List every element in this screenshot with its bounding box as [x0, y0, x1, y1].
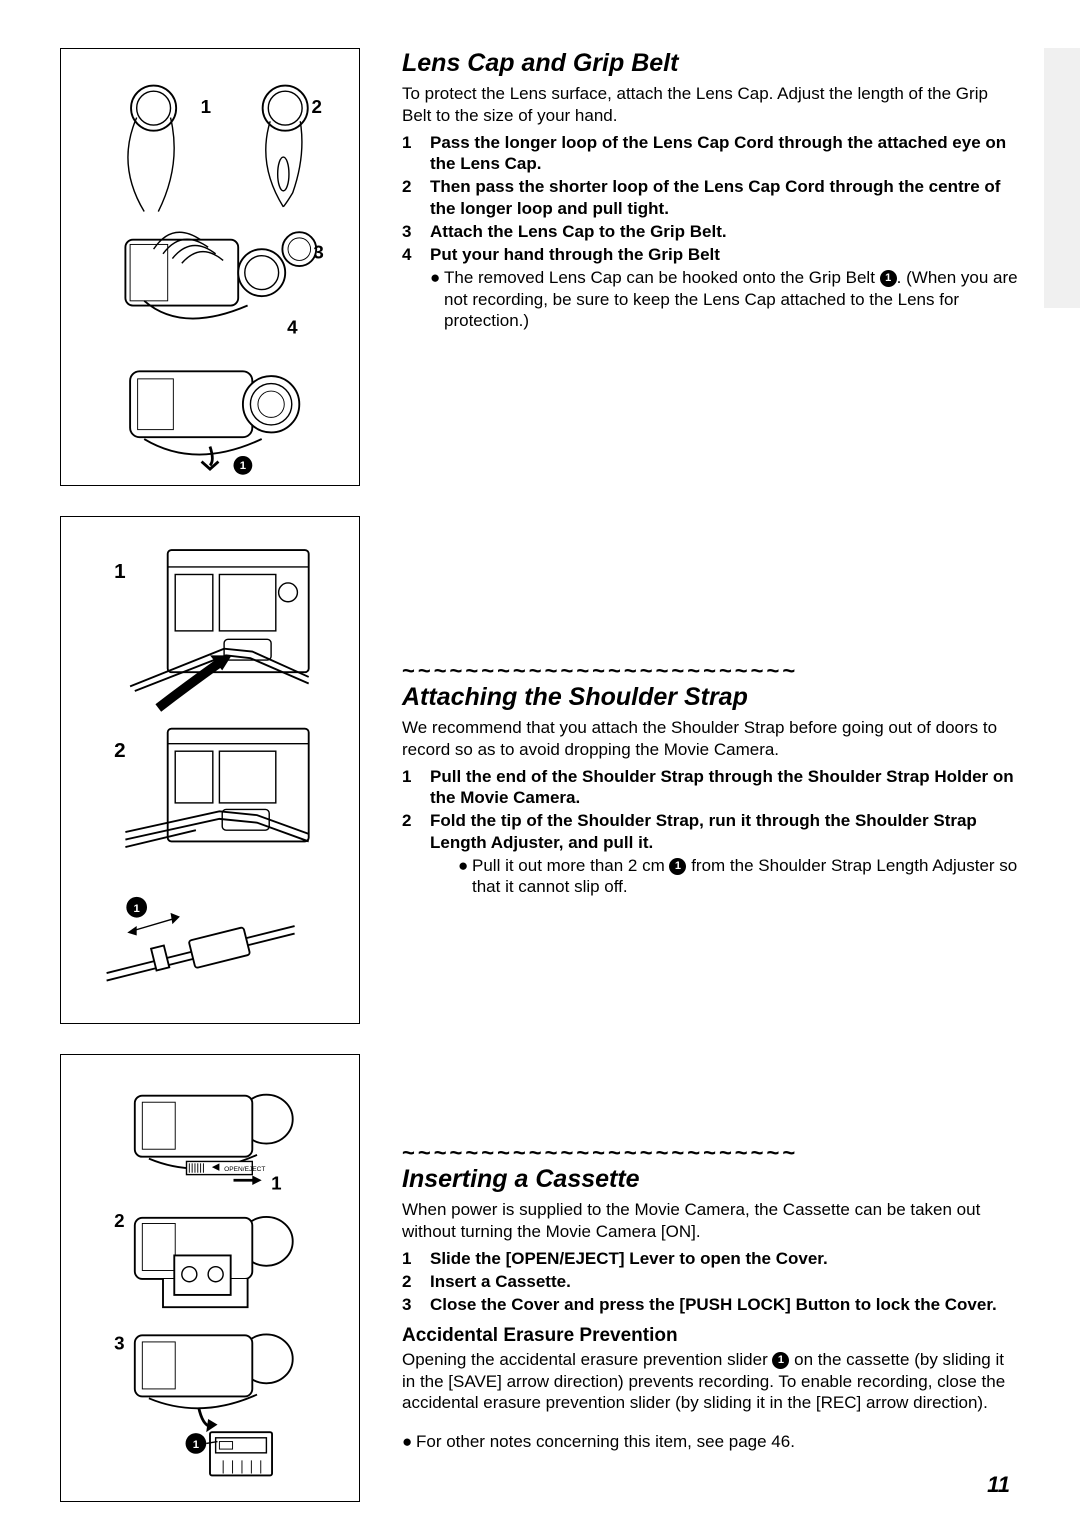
heading-shoulder-strap: Attaching the Shoulder Strap — [402, 682, 1020, 713]
step-num: 2 — [402, 810, 430, 853]
section-cassette: OPEN/EJECT 1 2 3 — [60, 1054, 1020, 1502]
subheading-erasure: Accidental Erasure Prevention — [402, 1324, 1020, 1348]
step-num: 1 — [402, 132, 430, 175]
label-2: 2 — [114, 1210, 124, 1231]
note-pre: The removed Lens Cap can be hooked onto … — [444, 268, 880, 287]
step-text: Pass the longer loop of the Lens Cap Cor… — [430, 132, 1020, 175]
step-text: Fold the tip of the Shoulder Strap, run … — [430, 810, 1020, 853]
step-text: Put your hand through the Grip Belt — [430, 244, 1020, 265]
text-shoulder-strap: ~~~~~~~~~~~~~~~~~~~~~~~~~ Attaching the … — [402, 516, 1020, 897]
illus-badge-1: 1 — [134, 903, 140, 915]
step-text: Close the Cover and press the [PUSH LOCK… — [430, 1294, 1020, 1315]
text-lens-cap: Lens Cap and Grip Belt To protect the Le… — [402, 48, 1020, 331]
intro-lens-cap: To protect the Lens surface, attach the … — [402, 83, 1020, 126]
open-eject-label: OPEN/EJECT — [224, 1166, 265, 1173]
divider-tilde: ~~~~~~~~~~~~~~~~~~~~~~~~~ — [402, 660, 1020, 682]
side-tab — [1044, 48, 1080, 308]
intro-shoulder-strap: We recommend that you attach the Shoulde… — [402, 717, 1020, 760]
step-text: Slide the [OPEN/EJECT] Lever to open the… — [430, 1248, 1020, 1269]
note-text: The removed Lens Cap can be hooked onto … — [444, 267, 1020, 331]
bullet-icon: ● — [430, 267, 444, 331]
illustration-lens-cap: 1 2 3 4 — [60, 48, 360, 486]
step-num: 3 — [402, 1294, 430, 1315]
heading-cassette: Inserting a Cassette — [402, 1164, 1020, 1195]
sub-note: Pull it out more than 2 cm 1 from the Sh… — [472, 855, 1020, 898]
step-num: 1 — [402, 766, 430, 809]
divider-tilde: ~~~~~~~~~~~~~~~~~~~~~~~~~ — [402, 1142, 1020, 1164]
step-text: Then pass the shorter loop of the Lens C… — [430, 176, 1020, 219]
label-2: 2 — [312, 96, 322, 117]
illus-badge-1: 1 — [193, 1439, 199, 1451]
bullet-icon: ● — [458, 855, 472, 898]
text-cassette: ~~~~~~~~~~~~~~~~~~~~~~~~~ Inserting a Ca… — [402, 1054, 1020, 1452]
section-shoulder-strap: 1 2 — [60, 516, 1020, 1024]
label-2: 2 — [114, 739, 126, 762]
step-num: 2 — [402, 176, 430, 219]
section-lens-cap: 1 2 3 4 — [60, 48, 1020, 486]
illustration-cassette: OPEN/EJECT 1 2 3 — [60, 1054, 360, 1502]
erasure-paragraph: Opening the accidental erasure preventio… — [402, 1349, 1020, 1413]
step-num: 4 — [402, 244, 430, 265]
para-pre: Opening the accidental erasure preventio… — [402, 1350, 772, 1369]
sub-pre: Pull it out more than 2 cm — [472, 856, 669, 875]
intro-cassette: When power is supplied to the Movie Came… — [402, 1199, 1020, 1242]
label-1: 1 — [201, 96, 211, 117]
label-1: 1 — [114, 560, 126, 583]
step-text: Pull the end of the Shoulder Strap throu… — [430, 766, 1020, 809]
step-num: 1 — [402, 1248, 430, 1269]
badge-1-icon: 1 — [880, 270, 897, 287]
label-3: 3 — [313, 242, 323, 263]
bullet-icon: ● — [402, 1431, 416, 1452]
step-num: 2 — [402, 1271, 430, 1292]
manual-page: 1 2 3 4 — [60, 48, 1020, 1502]
heading-lens-cap: Lens Cap and Grip Belt — [402, 48, 1020, 79]
label-3: 3 — [114, 1332, 124, 1353]
badge-1-icon: 1 — [669, 858, 686, 875]
badge-1-icon: 1 — [772, 1352, 789, 1369]
label-4: 4 — [287, 317, 298, 338]
step-text: Attach the Lens Cap to the Grip Belt. — [430, 221, 1020, 242]
step-text: Insert a Cassette. — [430, 1271, 1020, 1292]
illus-badge-1: 1 — [240, 460, 246, 472]
step-num: 3 — [402, 221, 430, 242]
illustration-shoulder-strap: 1 2 — [60, 516, 360, 1024]
page-number: 11 — [987, 1472, 1010, 1498]
footnote-text: For other notes concerning this item, se… — [416, 1431, 1020, 1452]
label-1: 1 — [271, 1173, 281, 1194]
